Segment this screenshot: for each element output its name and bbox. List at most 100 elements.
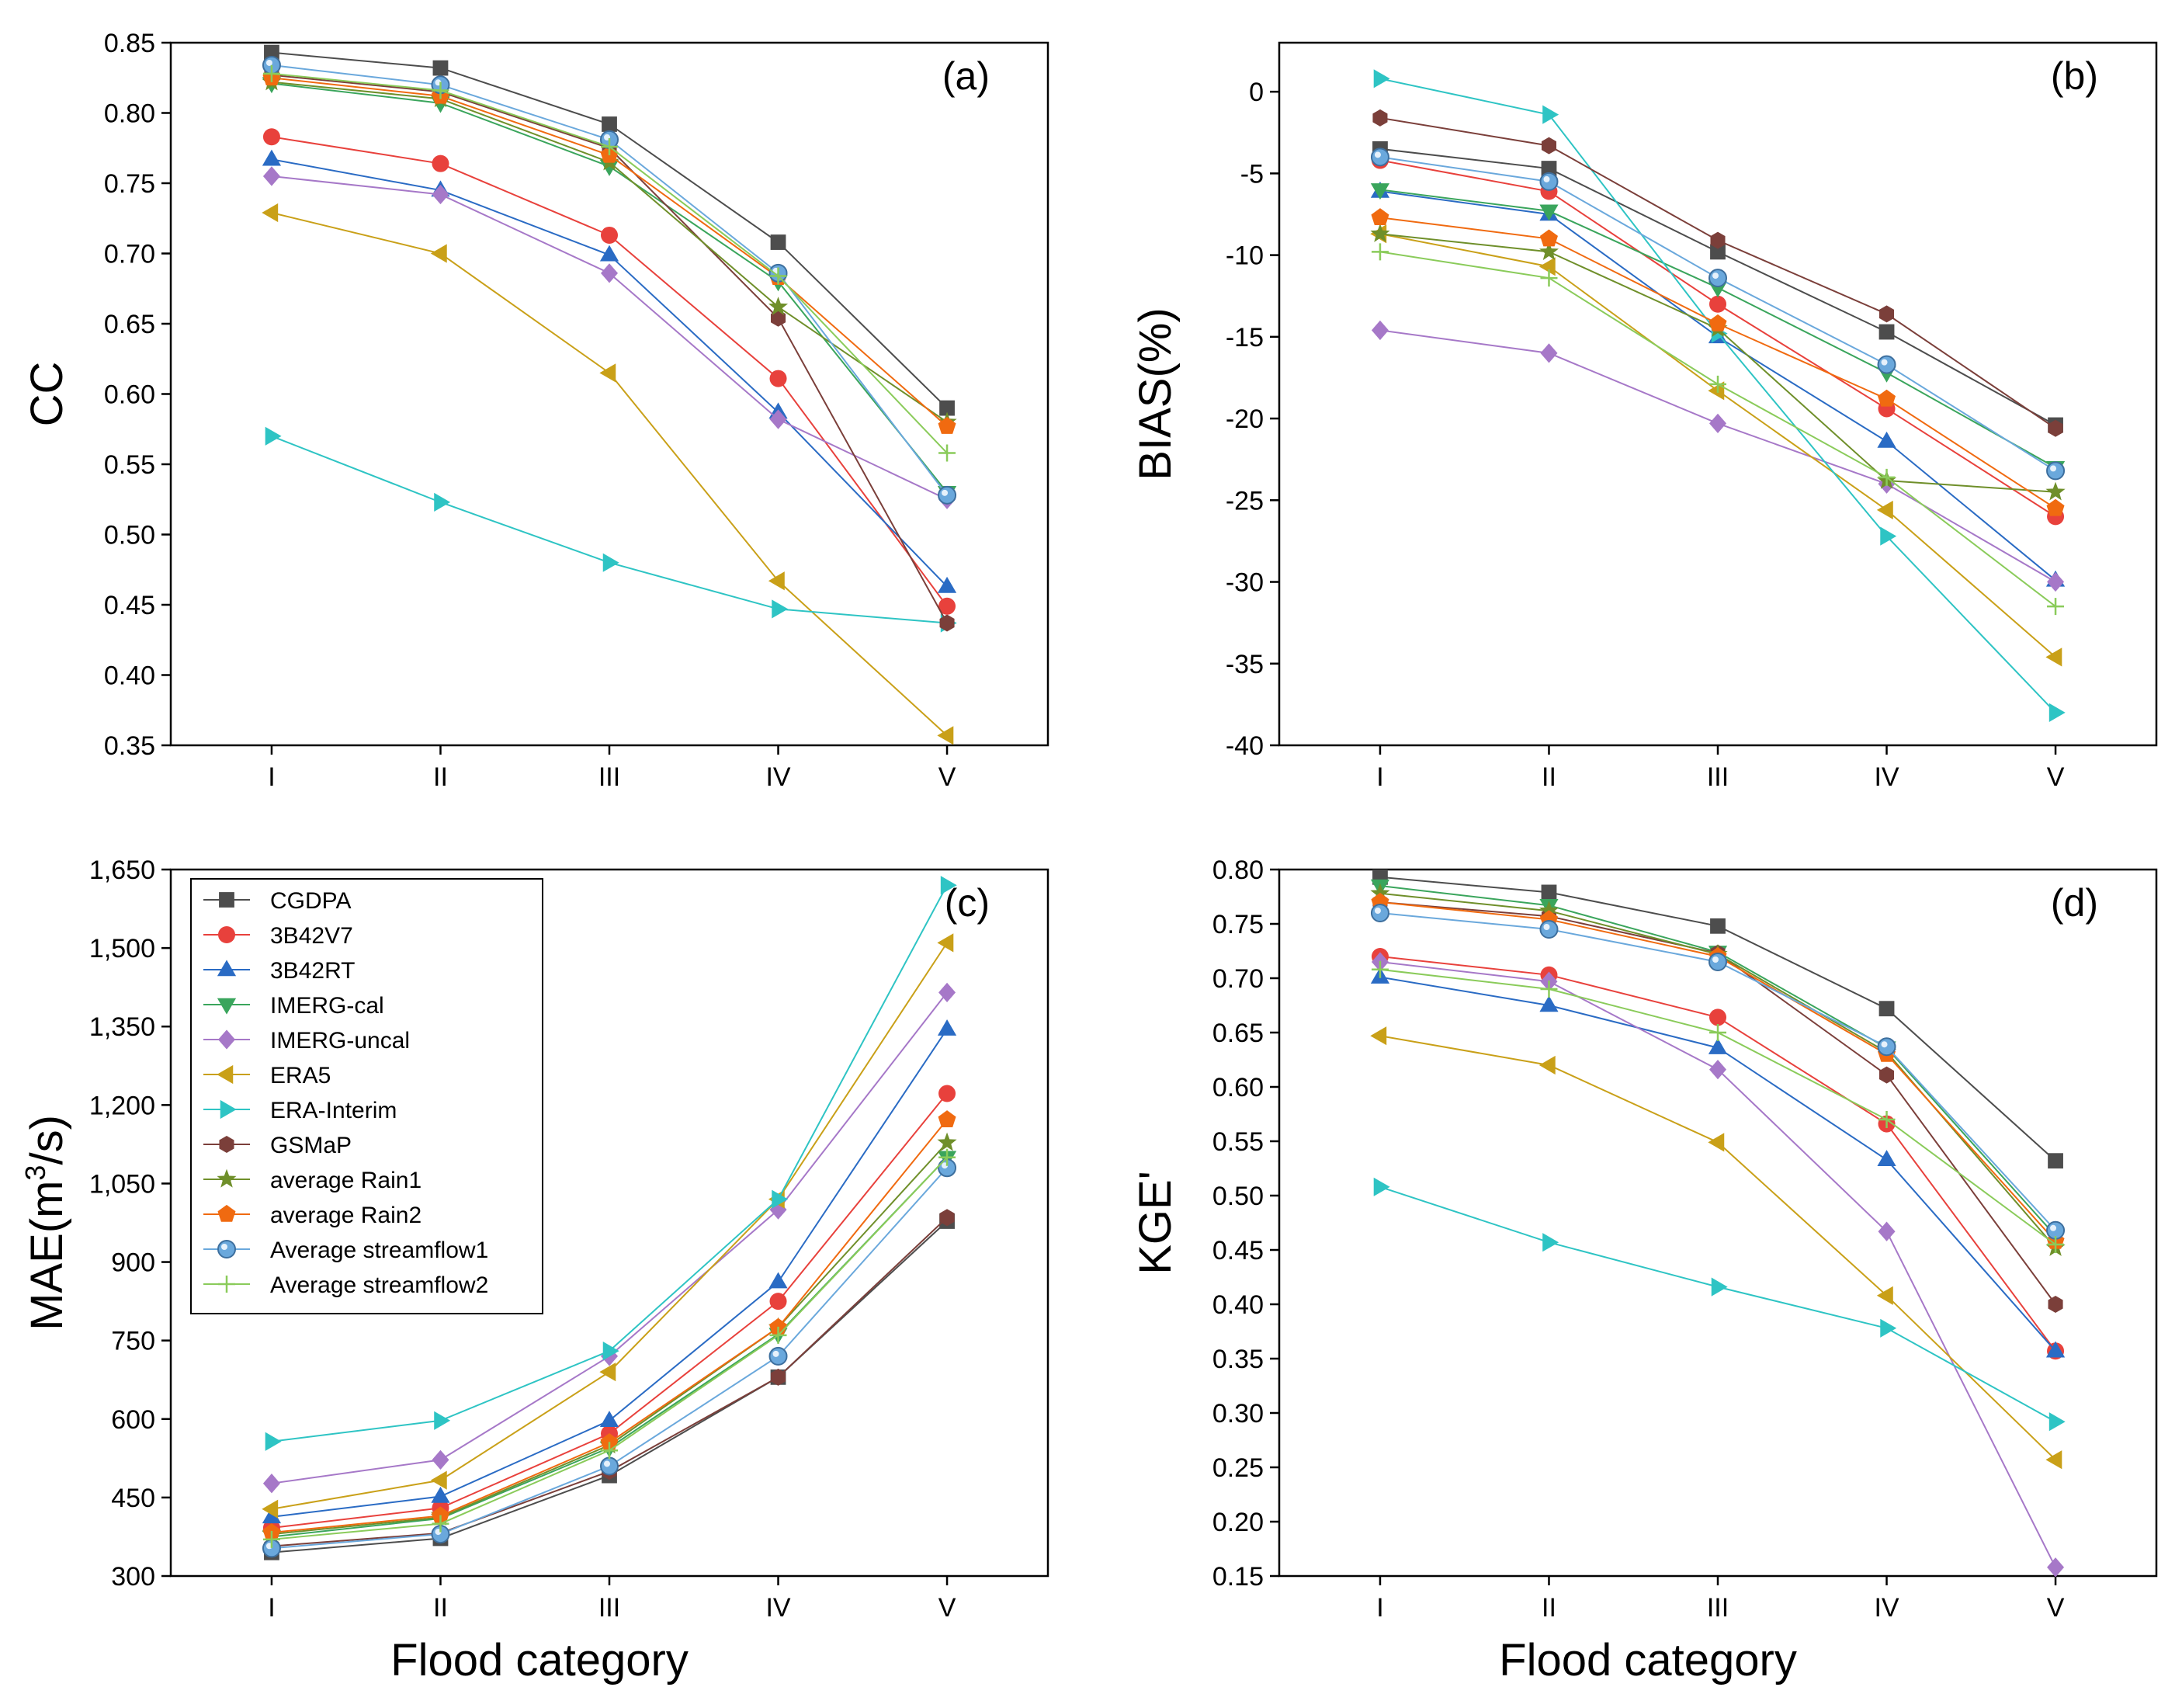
data-point-cgdpa [1710, 918, 1726, 934]
y-tick-label-a: 0.85 [104, 29, 155, 58]
series-average-rain1-b [1370, 224, 2066, 501]
data-point-era-interim [602, 1342, 619, 1361]
data-point-imerg-uncal [432, 1449, 449, 1470]
data-point-average-streamflow2 [432, 1515, 449, 1533]
data-point-average-streamflow2 [1371, 960, 1389, 978]
x-tick-label-a: I [268, 762, 275, 792]
legend-marker-cgdpa [219, 892, 234, 908]
data-point-average-streamflow1-highlight [265, 59, 272, 66]
data-point-3b42v7 [769, 1293, 787, 1311]
y-tick-label-c: 450 [111, 1484, 155, 1513]
data-point-average-rain1 [1539, 241, 1559, 261]
data-point-average-streamflow2 [1540, 981, 1558, 998]
legend-marker-gsmap [219, 1136, 234, 1153]
data-point-average-streamflow1-highlight [2050, 465, 2057, 472]
data-point-average-rain2 [938, 417, 956, 434]
y-axis-title-a: CC [22, 362, 72, 427]
data-point-era-interim [940, 876, 957, 895]
series-average-streamflow2-d [1371, 960, 2065, 1253]
series-cgdpa-a [264, 44, 955, 416]
data-point-average-streamflow1 [768, 1346, 788, 1366]
series-3b42v7-d [1371, 948, 2065, 1360]
series-era-interim-c [265, 876, 957, 1451]
y-tick-label-a: 0.35 [104, 731, 155, 761]
series-era5-c [262, 933, 954, 1519]
data-point-average-streamflow2 [601, 137, 618, 155]
legend-marker-average-rain1 [217, 1168, 237, 1188]
data-point-average-streamflow1-highlight [1881, 359, 1888, 366]
data-point-average-streamflow1 [600, 1456, 619, 1476]
y-tick-label-b: -30 [1226, 568, 1264, 598]
data-point-gsmap [1878, 305, 1895, 323]
y-tick-label-b: -15 [1226, 323, 1264, 352]
y-tick-label-a: 0.45 [104, 591, 155, 620]
legend-entry-average-rain2: average Rain2 [203, 1203, 421, 1228]
data-point-average-rain1 [937, 1132, 957, 1151]
y-tick-label-d: 0.55 [1212, 1127, 1264, 1157]
series-line-era5 [271, 212, 948, 737]
data-point-cgdpa [1878, 324, 1895, 340]
data-point-imerg-cal [599, 160, 619, 176]
data-point-average-streamflow1-highlight [772, 1350, 779, 1357]
legend-label-average-streamflow2: Average streamflow2 [270, 1272, 488, 1298]
data-point-average-streamflow2 [262, 1530, 280, 1548]
data-point-era-interim [1542, 1233, 1559, 1252]
series-era5-d [1370, 1026, 2062, 1470]
data-point-imerg-cal [1539, 204, 1559, 221]
series-era5-a [262, 203, 954, 745]
y-tick-label-d: 0.20 [1212, 1508, 1264, 1537]
y-tick-label-b: -10 [1226, 241, 1264, 271]
y-tick-label-d: 0.65 [1212, 1019, 1264, 1048]
data-point-3b42v7 [769, 370, 787, 387]
y-tick-label-c: 750 [111, 1327, 155, 1356]
data-point-era-interim [265, 1432, 282, 1451]
data-point-cgdpa [939, 400, 955, 416]
x-tick-label-b: III [1707, 762, 1729, 792]
data-point-imerg-cal [1370, 183, 1390, 200]
data-point-average-streamflow1-highlight [1374, 908, 1381, 914]
y-tick-label-d: 0.50 [1212, 1182, 1264, 1211]
panel-d-kge-chart: 0.15 0.20 0.25 0.30 0.35 0.40 0.45 0.50 0.55 0.60… [1130, 856, 2158, 1685]
series-era-interim-d [1373, 1177, 2066, 1432]
x-tick-label-b: I [1376, 762, 1383, 792]
y-axis-title-c: MAE(m3/s) [19, 1115, 72, 1331]
legend-entry-imerg-uncal: IMERG-uncal [203, 1028, 410, 1054]
y-tick-label-a: 0.40 [104, 661, 155, 691]
data-point-gsmap [939, 1209, 955, 1227]
data-point-era5 [1876, 1286, 1893, 1305]
data-point-average-streamflow1 [1708, 953, 1727, 971]
y-tick-label-c: 1,350 [89, 1012, 155, 1042]
x-tick-label-d: V [2047, 1593, 2065, 1623]
data-point-average-rain2 [431, 1506, 449, 1524]
data-point-cgdpa [602, 116, 617, 132]
data-point-average-streamflow1-highlight [604, 1460, 610, 1467]
y-tick-label-a: 0.60 [104, 380, 155, 410]
data-point-era5 [1539, 257, 1556, 276]
panel-label-b: (b) [2051, 54, 2098, 98]
series-average-streamflow2-c [262, 1148, 956, 1548]
data-point-average-streamflow2 [1540, 269, 1558, 287]
series-average-rain2-b [1371, 208, 2065, 516]
data-point-era-interim [1373, 1177, 1390, 1196]
data-point-3b42rt [262, 149, 282, 166]
x-tick-label-b: II [1542, 762, 1556, 792]
y-axis-title-b: BIAS(%) [1130, 307, 1181, 480]
y-tick-label-d: 0.80 [1212, 856, 1264, 885]
data-point-average-rain2 [1878, 389, 1896, 407]
y-tick-label-a: 0.50 [104, 521, 155, 550]
data-point-gsmap [2048, 419, 2063, 437]
y-tick-label-d: 0.60 [1212, 1073, 1264, 1102]
data-point-imerg-uncal [938, 982, 956, 1003]
data-point-era5 [2045, 647, 2062, 667]
data-point-era5 [430, 1470, 447, 1490]
data-point-era5 [1876, 500, 1893, 520]
y-tick-label-a: 0.70 [104, 240, 155, 269]
data-point-era5 [262, 203, 279, 223]
data-point-average-rain2 [600, 1433, 619, 1450]
data-point-gsmap [770, 309, 786, 327]
x-tick-label-a: II [433, 762, 448, 792]
y-tick-label-c: 300 [111, 1562, 155, 1592]
data-point-era5 [262, 1499, 279, 1519]
data-point-average-streamflow1-highlight [1712, 273, 1719, 279]
data-point-imerg-uncal [601, 263, 618, 283]
